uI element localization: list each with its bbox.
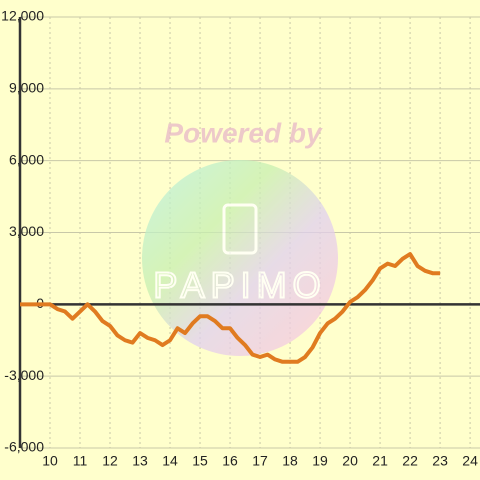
watermark-logo	[142, 160, 338, 356]
x-tick-label: 18	[282, 453, 298, 469]
x-tick-label: 23	[432, 453, 448, 469]
y-tick-label: 6,000	[9, 151, 44, 167]
x-tick-label: 15	[192, 453, 208, 469]
y-tick-label: -3,000	[4, 367, 44, 383]
x-tick-label: 16	[222, 453, 238, 469]
data-line	[20, 252, 441, 364]
y-tick-label: 3,000	[9, 223, 44, 239]
x-tick-label: 11	[73, 453, 88, 469]
x-tick-label: 19	[312, 453, 328, 469]
x-tick-label: 20	[342, 453, 358, 469]
watermark-text: Powered by	[164, 117, 323, 148]
x-tick-label: 13	[132, 453, 148, 469]
y-tick-label: 9,000	[9, 80, 44, 96]
x-tick-label: 24	[462, 453, 478, 469]
y-tick-label: 12,000	[1, 8, 44, 24]
y-tick-label: -6,000	[4, 439, 44, 455]
x-tick-label: 22	[402, 453, 418, 469]
watermark-icon	[222, 203, 258, 255]
watermark: Powered by PAPIMO	[142, 117, 338, 356]
x-tick-label: 14	[162, 453, 178, 469]
x-tick-label: 12	[102, 453, 118, 469]
x-tick-label: 17	[252, 453, 268, 469]
x-tick-label: 21	[372, 453, 388, 469]
x-tick-label: 10	[42, 453, 58, 469]
watermark-logo-text: PAPIMO	[153, 265, 326, 306]
